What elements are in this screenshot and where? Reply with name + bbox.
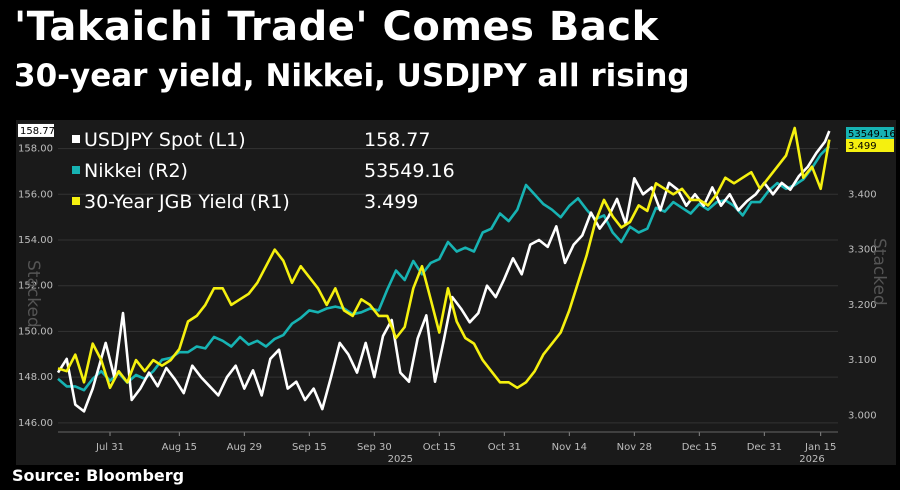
left-tick-label: 154.00 <box>18 235 53 246</box>
last-value-tags: 158.77 53549.163.499 <box>18 123 896 152</box>
right-tick-label: 3.100 <box>848 355 877 366</box>
legend-label: 30-Year JGB Yield (R1) <box>84 191 290 213</box>
legend-label: USDJPY Spot (L1) <box>84 129 246 151</box>
legend-swatch <box>72 166 80 174</box>
x-tick-label: Aug 29 <box>227 442 262 453</box>
x-tick-label: Oct 15 <box>423 442 456 453</box>
value-tag <box>846 139 894 152</box>
left-tick-label: 148.00 <box>18 372 53 383</box>
x-tick-label: Sep 30 <box>357 442 392 453</box>
left-tick-label: 158.00 <box>18 144 53 155</box>
right-axis-label: Stacked <box>869 238 889 306</box>
legend-value: 158.77 <box>364 129 430 151</box>
series-line-1 <box>57 145 831 392</box>
x-tick-label: Sep 15 <box>292 442 327 453</box>
legend-value: 53549.16 <box>364 160 455 182</box>
value-tag-label: 158.77 <box>20 126 55 137</box>
x-tick-label: Dec 15 <box>682 442 717 453</box>
year-label: 2026 <box>799 454 824 465</box>
x-tick-label: Nov 28 <box>617 442 652 453</box>
legend-swatch <box>72 135 80 143</box>
right-axis: 3.000 3.100 3.200 3.300 3.400 <box>848 189 877 421</box>
legend-swatch <box>72 197 80 205</box>
legend-label: Nikkei (R2) <box>84 160 188 182</box>
series-line-2 <box>57 126 831 390</box>
x-tick-label: Oct 31 <box>488 442 521 453</box>
left-tick-label: 146.00 <box>18 418 53 429</box>
legend-value: 3.499 <box>364 191 418 213</box>
legend: USDJPY Spot (L1) 158.77 Nikkei (R2) 53549.1… <box>72 129 455 213</box>
x-axis: Jul 31 Aug 15 Aug 29 Sep 15 Sep 30 Oct 15 Oct … <box>58 431 838 465</box>
left-axis: 146.00 148.00 150.00 152.00 154.00 156.00 158.… <box>18 144 53 429</box>
x-tick-label: Aug 15 <box>162 442 197 453</box>
left-axis-label: Stacked <box>23 260 43 328</box>
x-tick-label: Nov 14 <box>552 442 587 453</box>
value-tag <box>846 127 894 140</box>
value-tag-label: 3.499 <box>848 141 877 152</box>
x-tick-label: Jan 15 <box>804 442 836 453</box>
chart-subtitle: 30-year yield, Nikkei, USDJPY all rising <box>14 58 690 94</box>
left-tick-label: 150.00 <box>18 326 53 337</box>
right-tick-label: 3.000 <box>848 410 877 421</box>
source-note: Source: Bloomberg <box>12 466 185 485</box>
left-tick-label: 152.00 <box>18 281 53 292</box>
right-tick-label: 3.200 <box>848 300 877 311</box>
year-label: 2025 <box>388 454 413 465</box>
series-layer <box>56 126 831 413</box>
x-tick-label: Dec 31 <box>747 442 782 453</box>
chart-title: 'Takaichi Trade' Comes Back <box>14 4 659 50</box>
right-tick-label: 3.300 <box>848 245 877 256</box>
value-tag <box>18 123 54 137</box>
x-tick-label: Jul 31 <box>95 442 124 453</box>
chart-plot: 146.00 148.00 150.00 152.00 154.00 156.00 158.… <box>16 120 896 465</box>
plot-background <box>16 120 896 465</box>
right-tick-label: 3.400 <box>848 189 877 200</box>
value-tag-label: 53549.16 <box>848 129 896 140</box>
left-tick-label: 156.00 <box>18 189 53 200</box>
